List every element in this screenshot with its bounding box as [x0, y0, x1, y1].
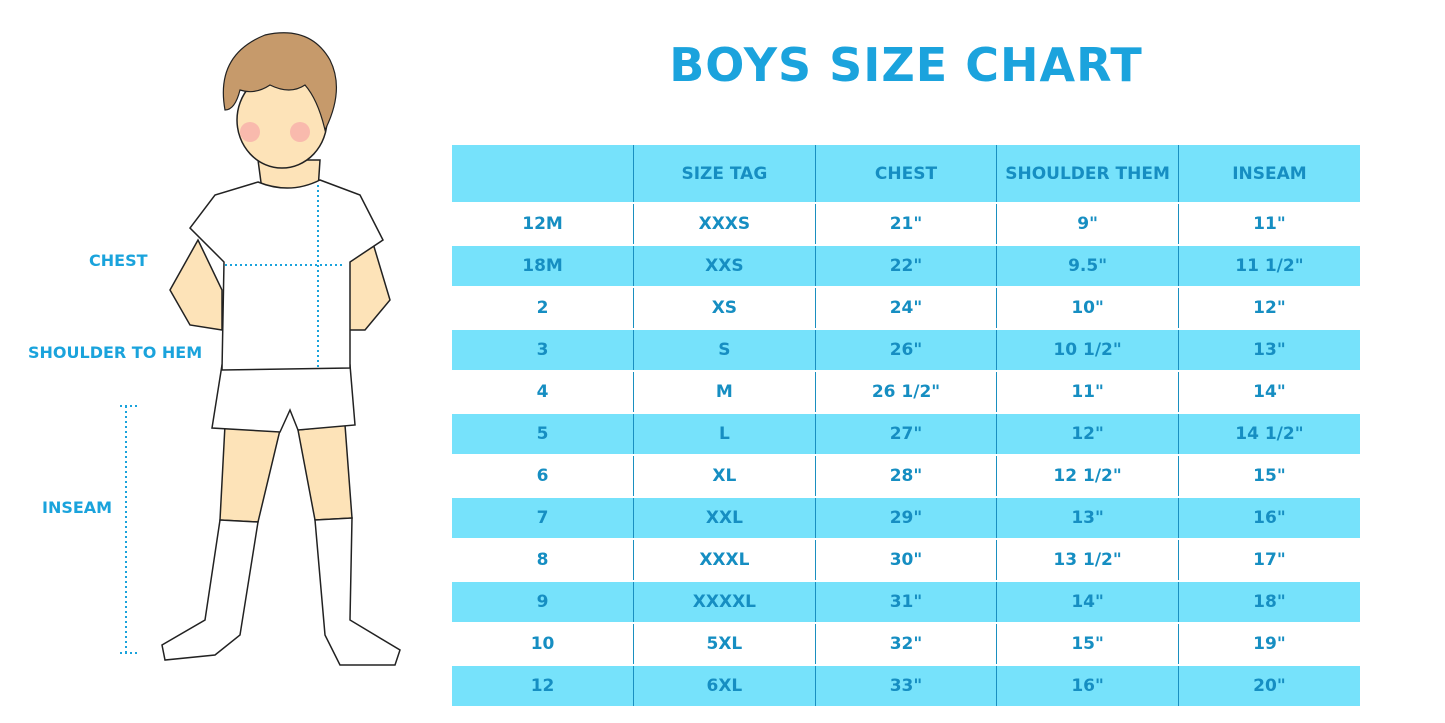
column-header: SIZE TAG: [633, 145, 816, 203]
table-cell: S: [633, 328, 816, 371]
table-cell: 24": [814, 286, 997, 329]
table-cell: XXS: [633, 244, 816, 287]
table-cell: 7: [452, 496, 634, 539]
table-row: 8 XXXL 30" 13 1/2" 17": [452, 538, 1360, 581]
table-cell: XXXS: [633, 202, 816, 245]
table-cell: 28": [814, 454, 997, 497]
table-cell: 14": [1177, 370, 1360, 413]
table-cell: 6XL: [633, 664, 816, 706]
table-cell: XXXL: [633, 538, 816, 581]
table-cell: 4: [452, 370, 634, 413]
table-cell: 16": [996, 664, 1179, 706]
table-cell: XXL: [633, 496, 816, 539]
table-cell: 5XL: [633, 622, 816, 665]
table-cell: 15": [1177, 454, 1360, 497]
table-cell: 20": [1177, 664, 1360, 706]
column-header: SHOULDER THEM: [996, 145, 1179, 203]
table-cell: 29": [814, 496, 997, 539]
table-cell: 21": [814, 202, 997, 245]
table-cell: 10": [996, 286, 1179, 329]
table-cell: 15": [996, 622, 1179, 665]
table-cell: 33": [814, 664, 997, 706]
table-cell: 6: [452, 454, 634, 497]
chest-label: CHEST: [89, 251, 148, 270]
table-cell: 18M: [452, 244, 634, 287]
table-header-row: SIZE TAG CHEST SHOULDER THEM INSEAM: [452, 145, 1360, 203]
table-row: 18M XXS 22" 9.5" 11 1/2": [452, 244, 1360, 287]
table-cell: 2: [452, 286, 634, 329]
table-cell: 11 1/2": [1177, 244, 1360, 287]
table-cell: 13": [1177, 328, 1360, 371]
table-cell: XL: [633, 454, 816, 497]
table-cell: 12M: [452, 202, 634, 245]
table-cell: 30": [814, 538, 997, 581]
table-cell: 19": [1177, 622, 1360, 665]
column-header: [452, 145, 634, 203]
table-row: 7 XXL 29" 13" 16": [452, 496, 1360, 539]
table-cell: 31": [814, 580, 997, 623]
inseam-label: INSEAM: [42, 498, 113, 517]
table-cell: 12 1/2": [996, 454, 1179, 497]
table-cell: 26 1/2": [814, 370, 997, 413]
size-table: SIZE TAG CHEST SHOULDER THEM INSEAM 12M XXXS…: [452, 145, 1360, 706]
shoulder-to-hem-label: SHOULDER TO HEM: [28, 343, 203, 362]
table-cell: 14": [996, 580, 1179, 623]
table-cell: 9.5": [996, 244, 1179, 287]
table-cell: 13": [996, 496, 1179, 539]
table-cell: 22": [814, 244, 997, 287]
table-row: 6 XL 28" 12 1/2" 15": [452, 454, 1360, 497]
table-cell: 27": [814, 412, 997, 455]
table-row: 2 XS 24" 10" 12": [452, 286, 1360, 329]
table-cell: 18": [1177, 580, 1360, 623]
table-cell: 12: [452, 664, 634, 706]
column-header: INSEAM: [1177, 145, 1360, 203]
table-cell: 10: [452, 622, 634, 665]
table-row: 12 6XL 33" 16" 20": [452, 664, 1360, 706]
table-cell: 26": [814, 328, 997, 371]
table-cell: 5: [452, 412, 634, 455]
table-cell: 9: [452, 580, 634, 623]
table-cell: 11": [996, 370, 1179, 413]
table-cell: 12": [1177, 286, 1360, 329]
table-cell: 8: [452, 538, 634, 581]
table-cell: 13 1/2": [996, 538, 1179, 581]
boy-illustration: [120, 32, 401, 666]
table-cell: 32": [814, 622, 997, 665]
table-row: 3 S 26" 10 1/2" 13": [452, 328, 1360, 371]
column-header: CHEST: [814, 145, 997, 203]
table-cell: 14 1/2": [1177, 412, 1360, 455]
table-cell: XXXXL: [633, 580, 816, 623]
table-row: 12M XXXS 21" 9" 11": [452, 202, 1360, 245]
table-row: 4 M 26 1/2" 11" 14": [452, 370, 1360, 413]
table-cell: 12": [996, 412, 1179, 455]
table-row: 5 L 27" 12" 14 1/2": [452, 412, 1360, 455]
page-title: BOYS SIZE CHART: [669, 38, 1143, 92]
table-cell: 11": [1177, 202, 1360, 245]
table-cell: 17": [1177, 538, 1360, 581]
table-cell: 16": [1177, 496, 1360, 539]
table-cell: 9": [996, 202, 1179, 245]
table-cell: XS: [633, 286, 816, 329]
table-cell: L: [633, 412, 816, 455]
table-cell: 10 1/2": [996, 328, 1179, 371]
table-cell: 3: [452, 328, 634, 371]
table-row: 9 XXXXL 31" 14" 18": [452, 580, 1360, 623]
table-row: 10 5XL 32" 15" 19": [452, 622, 1360, 665]
table-cell: M: [633, 370, 816, 413]
